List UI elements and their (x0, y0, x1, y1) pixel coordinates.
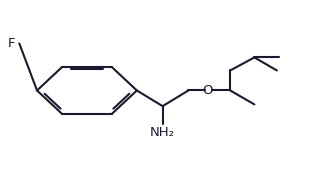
Text: O: O (203, 84, 213, 97)
Text: NH₂: NH₂ (150, 126, 175, 139)
Text: F: F (8, 37, 15, 50)
